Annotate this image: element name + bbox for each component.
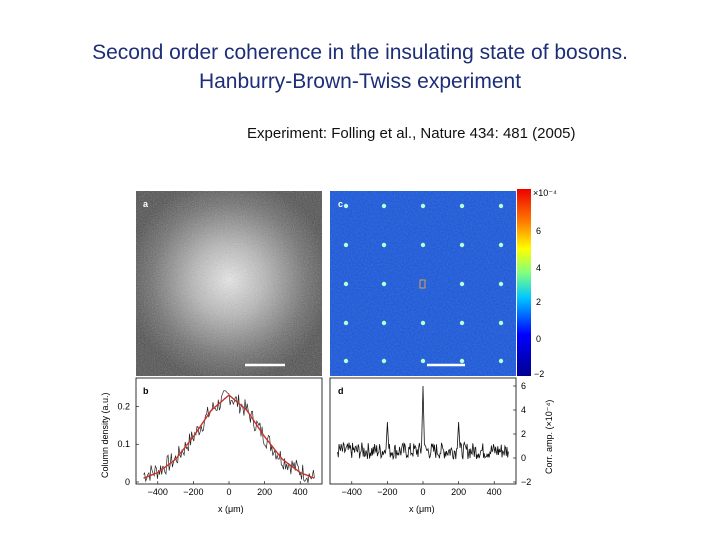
correlation-peak-21 <box>420 358 426 364</box>
panel-b-ytick-label: 0.1 <box>117 439 130 449</box>
citation: Experiment: Folling et al., Nature 434: … <box>247 125 576 142</box>
panel-d-xtick-label: 400 <box>487 487 502 497</box>
panel-a-noise <box>136 191 322 376</box>
correlation-peak-11 <box>381 281 387 287</box>
correlation-peak-10 <box>343 281 349 287</box>
panel-b-xtick-label: 0 <box>226 487 231 497</box>
panel-d: d −400 −200 0 200 400 6 4 2 0 −2 x (μm) Corr. amp… <box>329 377 554 514</box>
correlation-peak-9 <box>498 242 504 248</box>
panel-b-ylabel: Column density (a.u.) <box>100 392 110 478</box>
panel-b-xtick-label: 200 <box>257 487 272 497</box>
correlation-peak-2 <box>420 203 426 209</box>
panel-d-xtick-label: 200 <box>451 487 466 497</box>
panel-b-fit-line <box>143 394 315 479</box>
colorbar-tick-4: 4 <box>536 263 541 273</box>
panel-b-ytick-label: 0.2 <box>117 401 130 411</box>
correlation-peak-15 <box>381 320 387 326</box>
panel-b-xtick-label: −200 <box>183 487 203 497</box>
colorbar-multiplier: ×10⁻⁴ <box>533 188 557 198</box>
center-marker <box>419 279 426 289</box>
panel-d-label: d <box>338 386 344 396</box>
colorbar: 6 4 2 0 −2 ×10⁻⁴ <box>517 188 557 379</box>
correlation-peak-19 <box>343 358 349 364</box>
panel-b-xtick-label: −400 <box>148 487 168 497</box>
panel-d-ticks: −400 −200 0 200 400 6 4 2 0 −2 <box>342 381 532 497</box>
panel-d-xtick-label: −400 <box>342 487 362 497</box>
panel-c: c <box>330 191 516 376</box>
slide-title: Second order coherence in the insulating… <box>0 38 720 96</box>
correlation-peak-4 <box>498 203 504 209</box>
panel-d-ytick-label: 6 <box>521 381 526 391</box>
panel-d-xlabel: x (μm) <box>409 504 435 514</box>
colorbar-tick-0: 0 <box>536 334 541 344</box>
panel-d-xtick-label: 0 <box>420 487 425 497</box>
panel-c-noise <box>330 191 516 376</box>
correlation-peak-7 <box>420 242 426 248</box>
panel-d-ytick-label: 4 <box>521 405 526 415</box>
panel-b-ticks: −400 −200 0 200 400 0.2 0.1 0 <box>117 401 307 497</box>
panel-b-xtick-label: 400 <box>293 487 308 497</box>
panel-a: a <box>136 191 322 376</box>
correlation-peak-1 <box>381 203 387 209</box>
correlation-peak-18 <box>498 320 504 326</box>
correlation-peak-0 <box>343 203 349 209</box>
colorbar-tick-2: 2 <box>536 297 541 307</box>
panel-a-label: a <box>143 199 149 209</box>
colorbar-tick-6: 6 <box>536 226 541 236</box>
colorbar-gradient <box>517 189 531 376</box>
correlation-peak-12 <box>459 281 465 287</box>
title-line-2: Hanburry-Brown-Twiss experiment <box>198 70 522 93</box>
panel-d-ytick-label: −2 <box>521 477 531 487</box>
colorbar-tick-minus2: −2 <box>534 369 544 379</box>
correlation-peak-5 <box>343 242 349 248</box>
panel-d-ytick-label: 2 <box>521 429 526 439</box>
correlation-peak-3 <box>459 203 465 209</box>
panel-b-xlabel: x (μm) <box>218 504 244 514</box>
panel-b: b −400 −200 0 200 400 0.2 0.1 0 x (μm) Column d… <box>100 377 323 514</box>
correlation-peaks <box>343 203 504 364</box>
correlation-peak-16 <box>420 320 426 326</box>
correlation-peak-22 <box>459 358 465 364</box>
correlation-peak-17 <box>459 320 465 326</box>
panel-d-correlation-line <box>337 385 509 461</box>
panel-b-ytick-label: 0 <box>125 477 130 487</box>
correlation-peak-23 <box>498 358 504 364</box>
correlation-peak-14 <box>343 320 349 326</box>
correlation-peak-8 <box>459 242 465 248</box>
panel-b-label: b <box>143 386 149 396</box>
panel-d-xtick-label: −200 <box>377 487 397 497</box>
title-line-1: Second order coherence in the insulating… <box>92 41 628 64</box>
panel-d-ytick-label: 0 <box>521 453 526 463</box>
correlation-peak-13 <box>498 281 504 287</box>
panel-d-ylabel: Corr. amp. (×10⁻⁴) <box>544 400 554 474</box>
correlation-peak-20 <box>381 358 387 364</box>
panel-c-label: c <box>338 199 343 209</box>
correlation-peak-6 <box>381 242 387 248</box>
